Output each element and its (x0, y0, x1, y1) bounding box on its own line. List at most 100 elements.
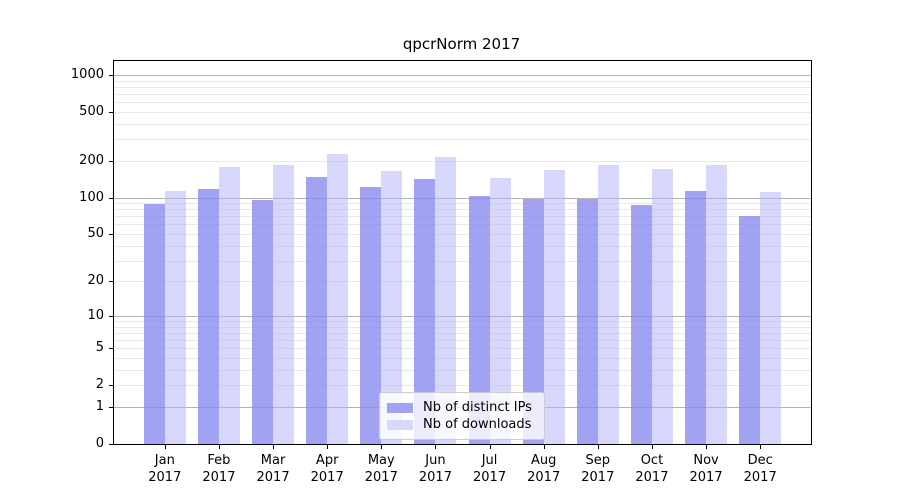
y-tick-label: 2 (95, 377, 104, 393)
bar-downloads-may (381, 170, 403, 444)
bar-distinct-ips-mar (252, 200, 274, 444)
x-tick-label: Aug 2017 (512, 452, 576, 486)
legend-entry-distinct-ips: Nb of distinct IPs (387, 399, 536, 416)
x-tick-month: Aug (530, 453, 557, 468)
bar-downloads-dec (760, 191, 782, 444)
gridline-minor (114, 86, 811, 88)
x-tick-label: Feb 2017 (187, 452, 251, 486)
bar-downloads-oct (651, 169, 673, 444)
y-tick-label: 10 (87, 307, 104, 323)
x-tick-label: Nov 2017 (674, 452, 738, 486)
gridline-minor (114, 80, 811, 82)
legend-label-distinct-ips: Nb of distinct IPs (423, 400, 532, 415)
x-tick-label: Mar 2017 (241, 452, 305, 486)
bar-downloads-sep (597, 165, 619, 444)
bar-distinct-ips-jul (468, 196, 490, 444)
gridline-minor (114, 216, 811, 218)
x-axis-tick (760, 444, 762, 449)
legend: Nb of distinct IPs Nb of downloads (379, 392, 545, 440)
y-tick-label: 20 (87, 273, 104, 289)
gridline-minor (114, 385, 811, 387)
x-tick-month: Feb (207, 453, 231, 468)
y-axis-tick (109, 111, 114, 113)
x-tick-year: 2017 (148, 470, 182, 485)
y-axis-tick (109, 281, 114, 283)
x-tick-year: 2017 (581, 470, 615, 485)
y-axis-tick (109, 233, 114, 235)
bar-downloads-nov (706, 164, 728, 444)
gridline-minor (114, 281, 811, 283)
x-axis-tick (435, 444, 437, 449)
gridline-minor (114, 102, 811, 104)
x-axis-tick (327, 444, 329, 449)
gridline-minor (114, 123, 811, 125)
gridline-minor (114, 224, 811, 226)
bar-distinct-ips-dec (739, 215, 761, 444)
gridline-major (114, 197, 811, 199)
gridline-minor (114, 348, 811, 350)
x-axis-tick (218, 444, 220, 449)
y-axis-tick (109, 385, 114, 387)
y-axis-tick (109, 75, 114, 76)
x-tick-month: Sep (585, 453, 611, 468)
x-axis-tick (706, 444, 708, 449)
gridline-minor (114, 94, 811, 96)
x-axis-tick (489, 444, 491, 449)
gridline-minor (114, 111, 811, 113)
x-tick-year: 2017 (256, 470, 290, 485)
x-tick-label: Jun 2017 (403, 452, 467, 486)
x-tick-label: May 2017 (349, 452, 413, 486)
bar-downloads-jun (435, 156, 457, 444)
gridline-minor (114, 160, 811, 162)
bar-downloads-jul (489, 178, 511, 444)
x-tick-label: Apr 2017 (295, 452, 359, 486)
bar-downloads-jan (164, 191, 186, 444)
legend-label-downloads: Nb of downloads (423, 417, 532, 432)
bar-distinct-ips-feb (197, 189, 219, 444)
gridline-minor (114, 139, 811, 141)
x-tick-month: May (367, 453, 395, 468)
gridline-minor (114, 209, 811, 211)
bar-distinct-ips-apr (306, 176, 328, 444)
x-axis-tick (164, 444, 166, 449)
x-tick-label: Jan 2017 (133, 452, 197, 486)
x-tick-month: Nov (693, 453, 719, 468)
x-tick-year: 2017 (689, 470, 723, 485)
legend-swatch-distinct-ips (387, 402, 413, 413)
x-axis-tick (543, 444, 545, 449)
bar-distinct-ips-sep (576, 199, 598, 444)
chart-title: qpcrNorm 2017 (402, 35, 521, 53)
x-axis-tick (597, 444, 599, 449)
y-tick-label: 1000 (70, 67, 104, 82)
x-tick-year: 2017 (527, 470, 561, 485)
gridline-minor (114, 245, 811, 247)
y-tick-label: 100 (79, 189, 104, 205)
x-tick-label: Sep 2017 (566, 452, 630, 486)
x-tick-month: Apr (315, 453, 339, 468)
x-tick-month: Jul (481, 453, 498, 468)
x-tick-year: 2017 (473, 470, 507, 485)
bar-downloads-aug (543, 170, 565, 444)
y-axis-tick (109, 315, 114, 317)
x-tick-month: Jun (425, 453, 446, 468)
gridline-minor (114, 340, 811, 342)
x-axis-tick (381, 444, 383, 449)
bar-distinct-ips-nov (685, 190, 707, 444)
x-tick-year: 2017 (743, 470, 777, 485)
x-tick-month: Mar (260, 453, 286, 468)
gridline-minor (114, 369, 811, 371)
x-tick-year: 2017 (635, 470, 669, 485)
gridline-major (114, 75, 811, 76)
bar-downloads-feb (218, 166, 240, 444)
bar-distinct-ips-jan (143, 203, 165, 444)
bar-distinct-ips-oct (630, 205, 652, 444)
bar-distinct-ips-jun (414, 178, 436, 444)
y-axis-tick (109, 197, 114, 199)
x-tick-year: 2017 (310, 470, 344, 485)
y-axis-tick (109, 348, 114, 350)
legend-entry-downloads: Nb of downloads (387, 416, 536, 433)
x-tick-month: Dec (747, 453, 773, 468)
y-axis-tick (109, 160, 114, 162)
legend-swatch-downloads (387, 419, 413, 430)
y-tick-label: 1 (95, 398, 104, 414)
